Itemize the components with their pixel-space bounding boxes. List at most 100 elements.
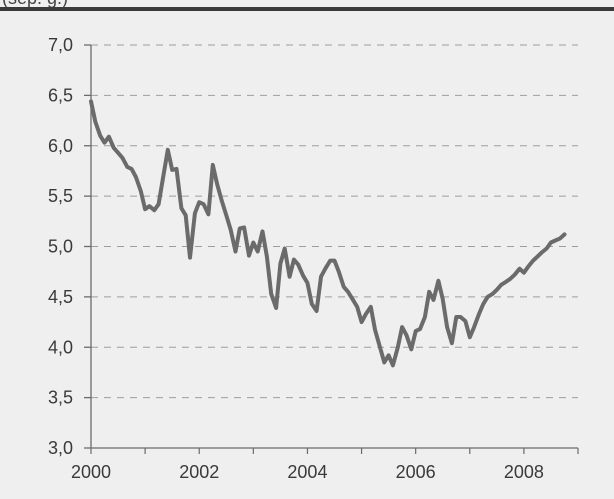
x-tick-label: 2008 (504, 462, 544, 482)
data-point (545, 247, 549, 251)
data-point (261, 229, 265, 233)
data-point (391, 363, 395, 367)
data-point (98, 134, 102, 138)
data-point (206, 212, 210, 216)
x-tick-label: 2006 (396, 462, 436, 482)
data-point (315, 309, 319, 313)
data-point (265, 255, 269, 259)
data-point (296, 263, 300, 267)
data-point (432, 298, 436, 302)
data-point (202, 202, 206, 206)
series-layer (89, 99, 567, 368)
data-point (396, 345, 400, 349)
data-point (215, 182, 219, 186)
data-point (319, 275, 323, 279)
data-point (224, 213, 228, 217)
data-point (495, 288, 499, 292)
data-point (107, 135, 111, 139)
data-point (143, 207, 147, 211)
y-tick-label: 3,5 (48, 388, 73, 408)
data-point (436, 279, 440, 283)
data-point (152, 208, 156, 212)
data-point (518, 267, 522, 271)
data-point (427, 290, 431, 294)
data-point (468, 335, 472, 339)
data-point (409, 347, 413, 351)
data-point (382, 360, 386, 364)
data-point (355, 305, 359, 309)
data-point (112, 146, 116, 150)
data-point (147, 204, 151, 208)
data-point (301, 274, 305, 278)
data-point (450, 341, 454, 345)
data-point (120, 156, 124, 160)
data-point (373, 328, 377, 332)
data-point (197, 200, 201, 204)
data-point (562, 232, 566, 236)
data-point (404, 333, 408, 337)
data-point (166, 148, 170, 152)
axis-layer (84, 44, 579, 454)
data-point (283, 247, 287, 251)
data-point (229, 227, 233, 231)
data-point (418, 327, 422, 331)
data-point (414, 329, 418, 333)
data-point (454, 315, 458, 319)
data-point (170, 168, 174, 172)
y-tick-label: 5,5 (48, 186, 73, 206)
data-point (288, 275, 292, 279)
data-point (139, 189, 143, 193)
data-point (486, 295, 490, 299)
data-point (472, 325, 476, 329)
y-tick-label: 4,5 (48, 287, 73, 307)
data-point (256, 250, 260, 254)
data-point (305, 281, 309, 285)
data-point (400, 325, 404, 329)
data-point (134, 175, 138, 179)
data-point (337, 270, 341, 274)
data-point (103, 141, 107, 145)
data-point (328, 259, 332, 263)
data-point (242, 225, 246, 229)
y-tick-label: 3,0 (48, 438, 73, 458)
series-line (89, 99, 567, 368)
data-point (346, 290, 350, 294)
data-point (278, 262, 282, 266)
data-point (441, 297, 445, 301)
data-point (274, 306, 278, 310)
y-tick-label: 6,0 (48, 136, 73, 156)
y-tick-label: 6,5 (48, 85, 73, 105)
data-point (558, 236, 562, 240)
data-point (535, 255, 539, 259)
data-point (459, 315, 463, 319)
data-point (531, 259, 535, 263)
data-point (504, 280, 508, 284)
data-point (188, 256, 192, 260)
data-point (125, 165, 129, 169)
data-point (481, 302, 485, 306)
data-point (369, 305, 373, 309)
data-point (364, 312, 368, 316)
data-point (130, 167, 134, 171)
data-point (238, 226, 242, 230)
data-point (323, 267, 327, 271)
data-point (233, 250, 237, 254)
data-point (377, 343, 381, 347)
data-point (292, 258, 296, 262)
label-layer: 7,0 6,5 6,0 5,5 5,0 4,5 4,0 3,5 3,0 2000 2002 2004 2… (48, 35, 544, 482)
data-point (350, 297, 354, 301)
x-tick-label: 2000 (71, 462, 111, 482)
data-point (526, 265, 530, 269)
data-point (93, 120, 97, 124)
data-point (251, 240, 255, 244)
data-point (333, 259, 336, 263)
data-point (89, 99, 93, 103)
data-point (211, 163, 215, 167)
data-point (184, 213, 188, 217)
data-point (269, 292, 273, 296)
data-point (491, 292, 495, 296)
data-point (247, 254, 251, 258)
data-point (174, 167, 178, 171)
